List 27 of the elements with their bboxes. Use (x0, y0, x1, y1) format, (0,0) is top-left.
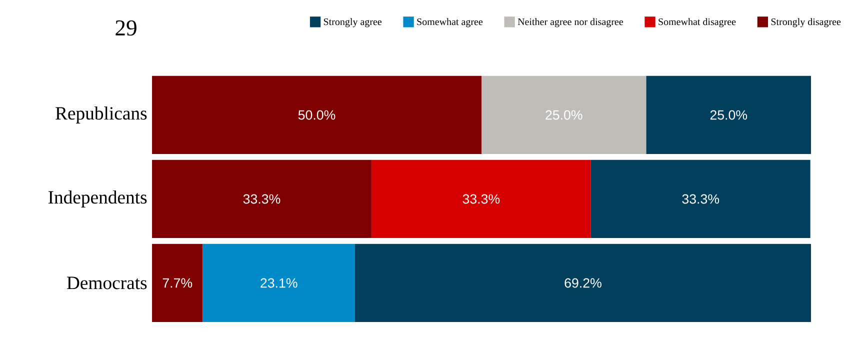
bar (354, 244, 811, 322)
bar (202, 244, 355, 322)
data-label: 33.3% (243, 194, 280, 204)
chart-title: 29 (116, 20, 136, 36)
bar (590, 160, 810, 238)
data-label: 7.7% (162, 278, 192, 288)
legend-label: Somewhat disagree (658, 18, 736, 28)
legend-label: Neither agree nor disagree (518, 18, 624, 28)
y-tick-label: Democrats (66, 276, 147, 290)
bar (371, 160, 591, 238)
data-label: 33.3% (462, 194, 500, 204)
bar (152, 160, 372, 238)
y-tick-label: Independents (48, 190, 147, 208)
data-label: 25.0% (546, 110, 582, 120)
data-label: 25.0% (710, 110, 748, 120)
data-label: 33.3% (682, 194, 720, 204)
legend-label: Somewhat agree (417, 18, 483, 28)
y-tick-label: Republicans (56, 106, 147, 124)
bar (482, 76, 646, 154)
bar (152, 244, 203, 322)
data-label: 23.1% (260, 278, 298, 288)
bar (646, 76, 811, 154)
legend-label: Strongly disagree (771, 18, 841, 28)
legend-label: Strongly agree (324, 18, 382, 28)
data-label: 69.2% (564, 278, 602, 288)
data-label: 50.0% (298, 110, 336, 120)
bar (152, 76, 482, 154)
